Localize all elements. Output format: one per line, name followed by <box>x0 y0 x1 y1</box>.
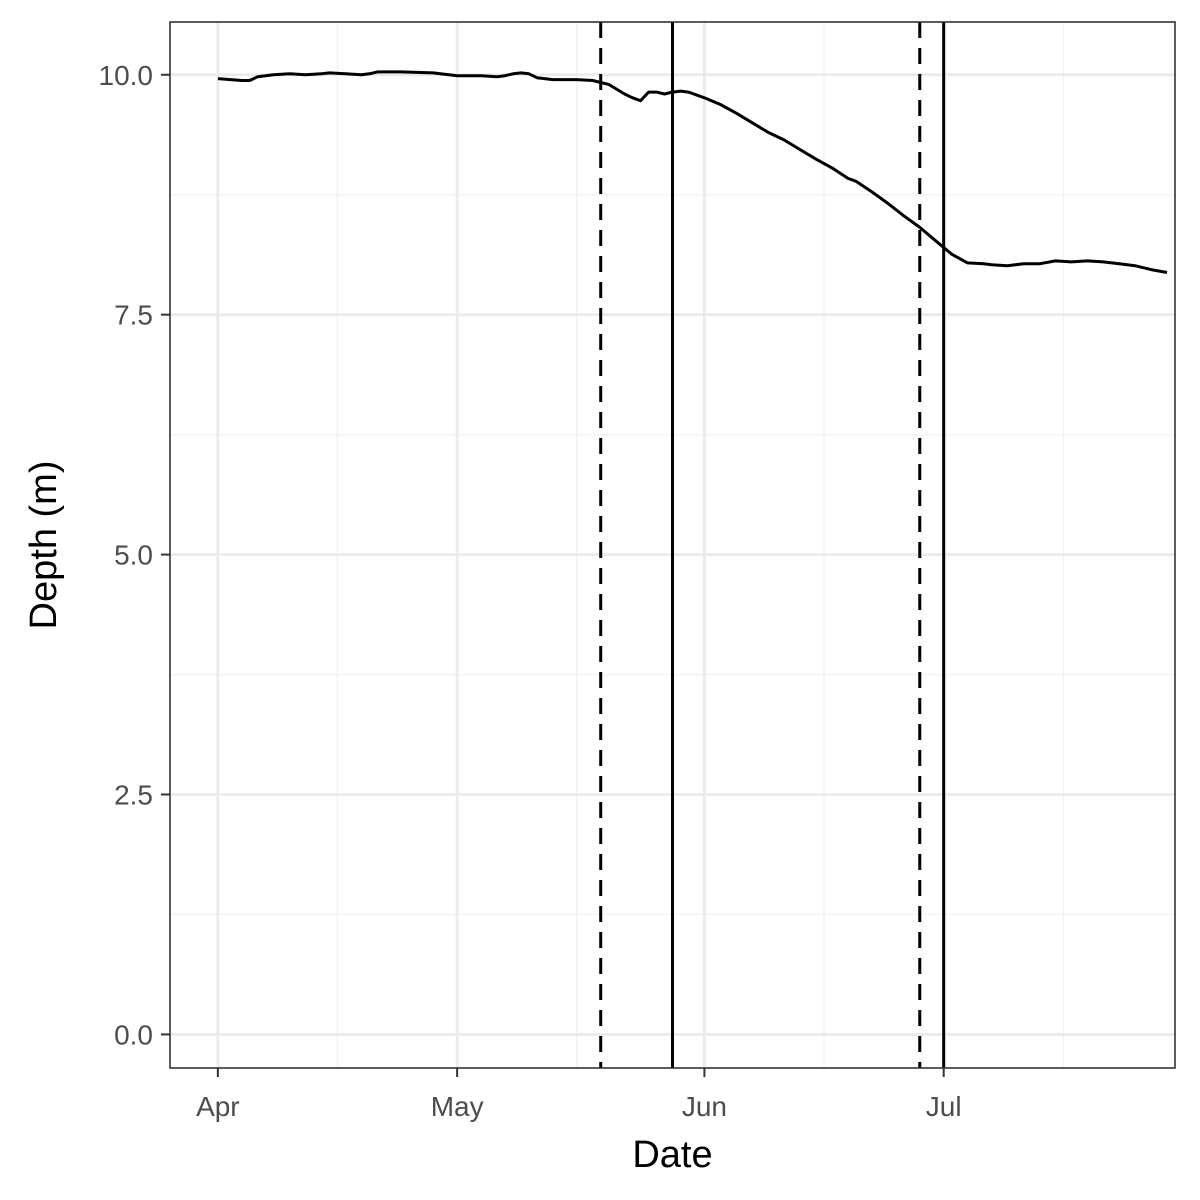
x-tick-label: Jun <box>682 1091 727 1122</box>
x-axis-title: Date <box>632 1134 712 1176</box>
vertical-reference-lines <box>599 22 946 1068</box>
x-tick-label: Apr <box>196 1091 240 1122</box>
x-tick-label: May <box>431 1091 484 1122</box>
series-layer <box>217 70 1168 274</box>
y-tick-label: 7.5 <box>114 300 153 331</box>
depth-series-line <box>217 70 1168 274</box>
y-tick-label: 0.0 <box>114 1019 153 1050</box>
y-axis-title: Depth (m) <box>23 461 65 630</box>
panel-border <box>169 21 1176 1069</box>
y-tick-label: 2.5 <box>114 780 153 811</box>
x-axis: Apr May Jun Jul <box>196 1068 962 1122</box>
y-axis: 0.0 2.5 5.0 7.5 10.0 <box>99 60 170 1050</box>
y-tick-label: 5.0 <box>114 540 153 571</box>
x-tick-label: Jul <box>926 1091 962 1122</box>
y-tick-label: 10.0 <box>99 60 154 91</box>
